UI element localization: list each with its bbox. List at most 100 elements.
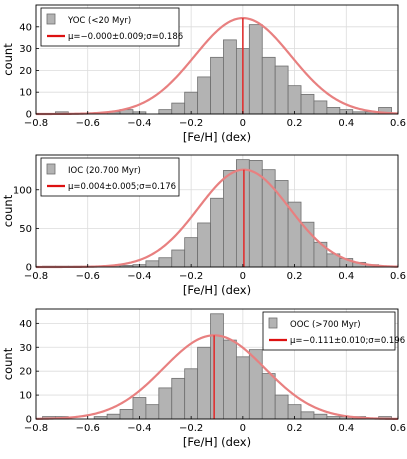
y-tick-label: 0 bbox=[26, 110, 32, 121]
legend-box bbox=[262, 311, 396, 351]
histogram-bar bbox=[197, 346, 211, 420]
y-tick-label: 50 bbox=[19, 224, 32, 235]
histogram-bar bbox=[210, 56, 224, 115]
legend: OOC (>700 Myr) μ=−0.111±0.010;σ=0.196 bbox=[262, 311, 405, 351]
gaussian-fit-line bbox=[36, 16, 399, 116]
histogram-bar bbox=[184, 237, 199, 268]
legend-hist-swatch bbox=[268, 317, 278, 329]
x-tick-label: −0.8 bbox=[24, 118, 48, 129]
histogram-bar bbox=[106, 413, 121, 420]
histogram-bar bbox=[223, 339, 237, 420]
histogram-bar bbox=[158, 109, 173, 115]
x-tick-label: −0.6 bbox=[76, 118, 100, 129]
histogram-bar bbox=[261, 56, 276, 115]
legend-fit-label: μ=−0.111±0.010;σ=0.196 bbox=[290, 336, 405, 346]
y-tick-label: 30 bbox=[19, 343, 32, 354]
y-tick-label: 10 bbox=[19, 88, 32, 99]
y-tick-label: 10 bbox=[19, 391, 32, 402]
x-axis-label: [Fe/H] (dex) bbox=[183, 130, 251, 144]
histogram-bar bbox=[184, 368, 199, 420]
histogram-bar bbox=[158, 387, 173, 420]
x-tick-label: 0 bbox=[240, 118, 246, 129]
x-tick-label: 0.6 bbox=[390, 423, 406, 434]
y-tick-label: 40 bbox=[19, 22, 32, 33]
y-tick-label: 20 bbox=[19, 66, 32, 77]
y-axis-label: count bbox=[1, 347, 15, 380]
legend-box bbox=[40, 7, 180, 47]
histogram-bar bbox=[326, 107, 341, 115]
x-tick-label: 0 bbox=[240, 271, 246, 282]
x-tick-label: −0.2 bbox=[179, 118, 203, 129]
legend: YOC (<20 Myr) μ=−0.000±0.009;σ=0.186 bbox=[40, 7, 183, 47]
histogram-bar bbox=[223, 39, 237, 115]
x-tick-label: 0.4 bbox=[338, 423, 354, 434]
legend-box bbox=[40, 157, 180, 197]
legend-hist-label: IOC (20.700 Myr) bbox=[68, 166, 141, 176]
x-tick-label: −0.8 bbox=[24, 423, 48, 434]
legend-hist-label: OOC (>700 Myr) bbox=[290, 320, 361, 330]
histogram-bar bbox=[171, 249, 186, 268]
y-tick-label: 100 bbox=[13, 185, 32, 196]
x-tick-label: −0.2 bbox=[179, 423, 203, 434]
y-tick-label: 0 bbox=[26, 415, 32, 426]
histogram-bar bbox=[197, 222, 211, 268]
histogram-bar bbox=[235, 356, 250, 420]
legend-hist-swatch bbox=[46, 13, 56, 25]
x-tick-label: −0.4 bbox=[127, 271, 151, 282]
x-tick-label: −0.4 bbox=[127, 118, 151, 129]
x-tick-label: 0.2 bbox=[287, 118, 303, 129]
histogram-bar bbox=[184, 91, 199, 115]
histogram-bar bbox=[313, 100, 328, 115]
x-tick-label: 0.4 bbox=[338, 271, 354, 282]
x-tick-label: 0.6 bbox=[390, 118, 406, 129]
x-tick-label: 0.2 bbox=[287, 423, 303, 434]
histogram-bar bbox=[171, 102, 186, 115]
histogram-bar bbox=[274, 394, 289, 420]
histogram-bar bbox=[132, 397, 147, 420]
panel-3: −0.8 −0.6 −0.4 −0.2 0 0.2 0.4 0.6 0 10 20 30 40 [Fe/H… bbox=[1, 308, 406, 449]
panel-2: −0.8 −0.6 −0.4 −0.2 0 0.2 0.4 0.6 0 50 100 [Fe/H] (… bbox=[1, 154, 406, 297]
x-axis-label: [Fe/H] (dex) bbox=[183, 435, 251, 449]
histogram-bar bbox=[300, 93, 315, 115]
y-tick-label: 30 bbox=[19, 44, 32, 55]
histogram-bar bbox=[274, 65, 289, 115]
plot-frame bbox=[35, 4, 399, 115]
histogram-bar bbox=[287, 201, 302, 268]
y-tick-label: 0 bbox=[26, 263, 32, 274]
histogram-bar bbox=[158, 257, 173, 268]
x-tick-label: 0.4 bbox=[338, 118, 354, 129]
panel-1: −0.8 −0.6 −0.4 −0.2 0 0.2 0.4 0.6 0 10 20 30 40 [Fe/H… bbox=[1, 4, 406, 144]
histogram-bar bbox=[145, 260, 160, 268]
x-tick-label: −0.8 bbox=[24, 271, 48, 282]
x-tick-label: −0.4 bbox=[127, 423, 151, 434]
legend-fit-label: μ=−0.000±0.009;σ=0.186 bbox=[68, 32, 183, 42]
y-axis-label: count bbox=[1, 194, 15, 227]
histogram-bar bbox=[197, 76, 211, 115]
histogram-bar bbox=[171, 377, 186, 420]
histogram-bar bbox=[287, 85, 302, 115]
x-tick-label: 0.6 bbox=[390, 271, 406, 282]
gaussian-fit-line bbox=[36, 168, 399, 269]
x-tick-label: −0.6 bbox=[76, 271, 100, 282]
plot-frame bbox=[35, 154, 399, 268]
gaussian-fit-line bbox=[35, 334, 399, 420]
histogram-bar bbox=[210, 313, 224, 420]
legend-fit-label: μ=0.004±0.005;σ=0.176 bbox=[68, 182, 176, 192]
histogram-bar bbox=[235, 159, 250, 268]
x-tick-label: −0.2 bbox=[179, 271, 203, 282]
x-axis-label: [Fe/H] (dex) bbox=[183, 283, 251, 297]
histogram-bar bbox=[210, 197, 224, 268]
x-tick-label: 0 bbox=[240, 423, 246, 434]
legend-hist-swatch bbox=[46, 163, 56, 175]
x-tick-label: 0.2 bbox=[287, 271, 303, 282]
x-tick-label: −0.6 bbox=[76, 423, 100, 434]
legend: IOC (20.700 Myr) μ=0.004±0.005;σ=0.176 bbox=[40, 157, 180, 197]
histogram-bar bbox=[313, 413, 328, 420]
histogram-bar bbox=[261, 373, 276, 420]
histogram-bar bbox=[300, 411, 315, 420]
y-tick-label: 40 bbox=[19, 319, 32, 330]
histogram-bar bbox=[145, 404, 160, 420]
histogram-bar bbox=[248, 24, 263, 115]
y-axis-label: count bbox=[1, 43, 15, 76]
